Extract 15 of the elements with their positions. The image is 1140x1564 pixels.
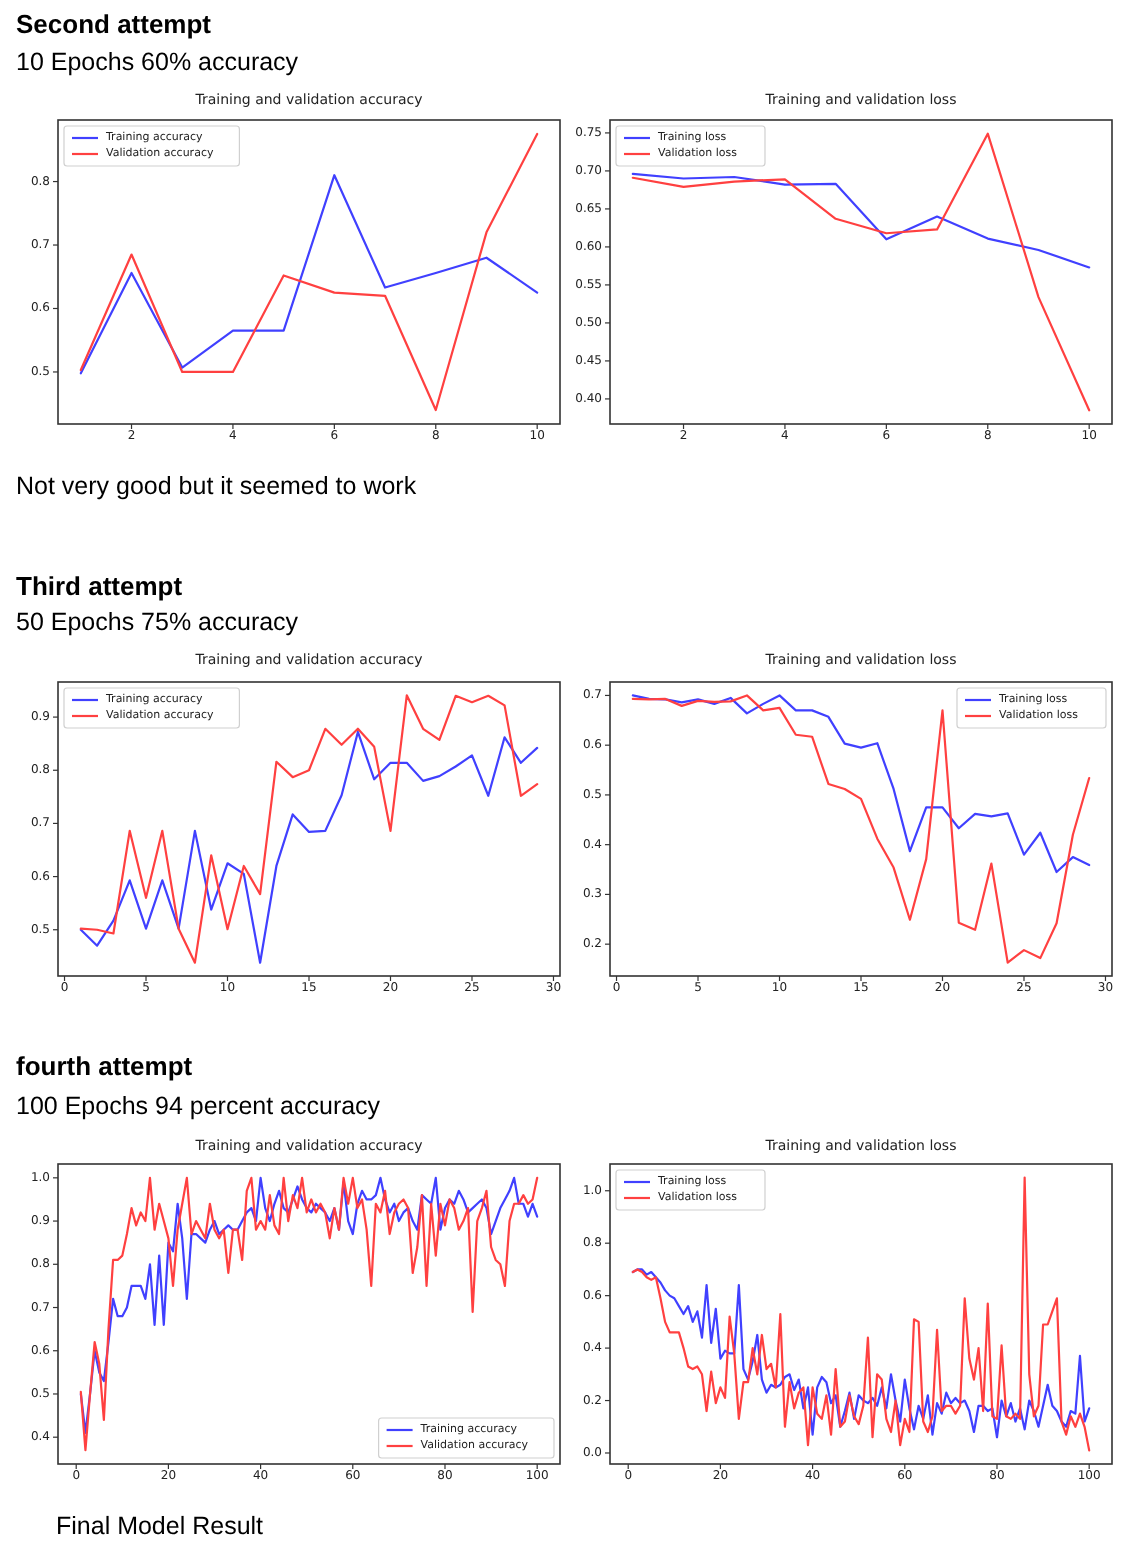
line-series [631, 694, 1091, 874]
text: fourth attempt [16, 1051, 194, 1081]
text: Final Model Result [56, 1512, 265, 1540]
line-series [631, 132, 1091, 412]
line-series [631, 1176, 1091, 1452]
line-series [79, 174, 539, 375]
text: Not very good but it seemed to work [16, 472, 418, 500]
text: Third attempt [16, 571, 184, 601]
text: 10 Epochs 60% accuracy [16, 48, 300, 76]
text: 50 Epochs 75% accuracy [16, 608, 300, 636]
line-series [631, 172, 1091, 269]
text: 100 Epochs 94 percent accuracy [16, 1092, 382, 1120]
line-series [79, 132, 539, 412]
line-series [631, 694, 1091, 964]
text: Second attempt [16, 9, 213, 39]
